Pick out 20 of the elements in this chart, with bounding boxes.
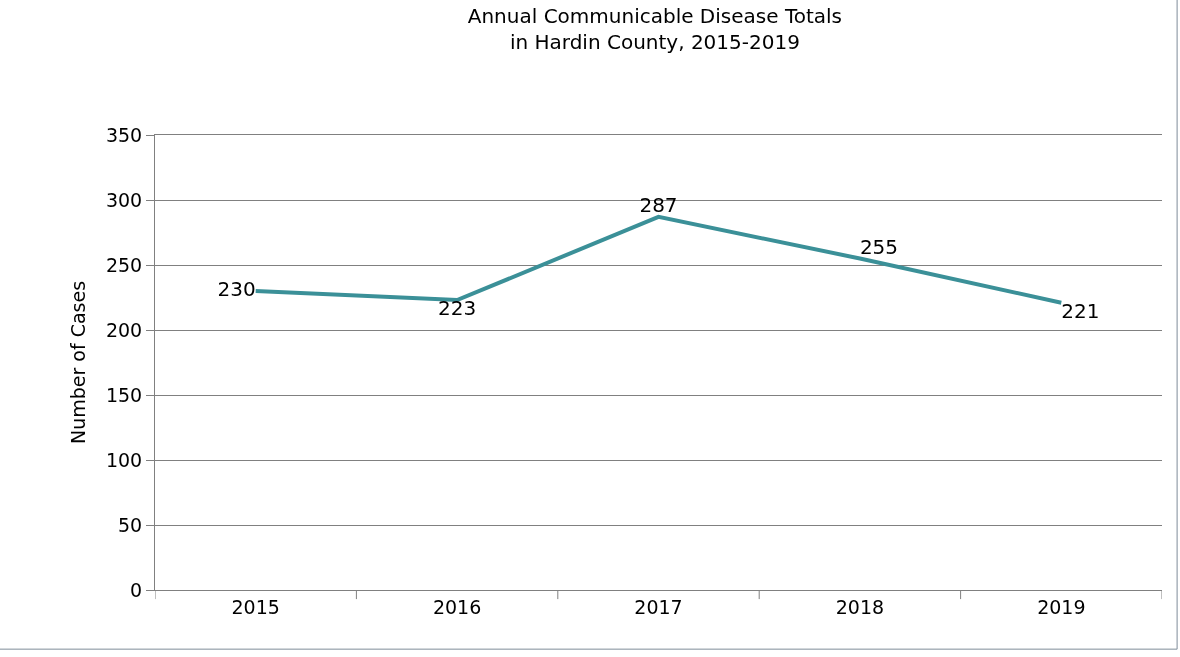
data-label: 255	[859, 234, 899, 259]
x-tick-label: 2016	[432, 595, 482, 618]
y-tick-label: 350	[105, 123, 143, 146]
data-label: 221	[1061, 298, 1100, 323]
y-tick-label: 100	[105, 448, 143, 471]
y-tick-label: 0	[130, 578, 143, 601]
y-tick-label: 150	[105, 383, 143, 406]
x-tick-label: 2015	[231, 595, 280, 618]
y-tick-label: 300	[105, 188, 143, 211]
data-label: 230	[217, 277, 256, 301]
chart-title: Annual Communicable Disease Totals in Hardin County, 2015-2019	[467, 4, 843, 54]
data-label: 287	[639, 192, 678, 217]
x-tick-label: 2018	[835, 595, 885, 618]
data-label: 223	[438, 296, 477, 321]
y-axis-title: Number of Cases	[66, 280, 89, 445]
y-tick-label: 200	[105, 318, 143, 341]
y-tick-label: 50	[118, 513, 143, 536]
y-tick-label: 250	[105, 253, 143, 276]
x-tick-label: 2019	[1037, 595, 1086, 618]
x-tick-label: 2017	[634, 595, 683, 618]
